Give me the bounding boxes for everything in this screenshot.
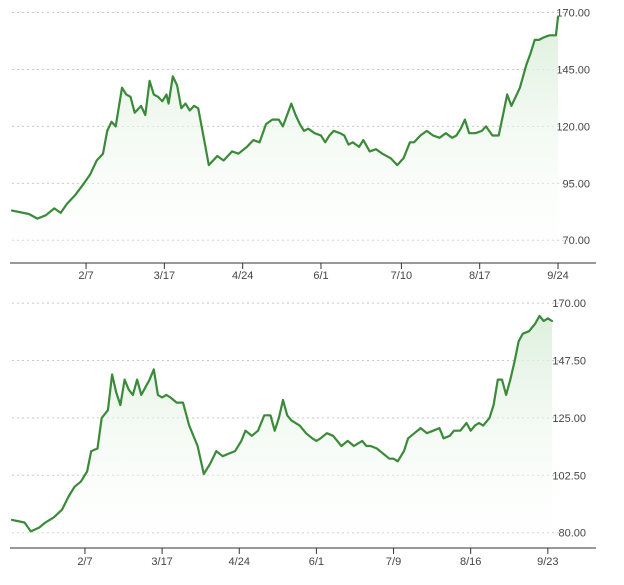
x-tick-label: 8/17 [469, 270, 490, 282]
y-tick-label: 170.00 [552, 298, 586, 310]
y-tick-label: 170.00 [556, 8, 590, 20]
y-tick-label: 70.00 [562, 235, 590, 247]
x-tick-label: 3/17 [151, 556, 172, 568]
y-tick-label: 95.00 [562, 178, 590, 190]
series-area [12, 17, 558, 263]
x-tick-label: 6/1 [313, 270, 328, 282]
x-tick-label: 4/24 [229, 556, 250, 568]
x-tick-label: 3/17 [154, 270, 175, 282]
x-tick-label: 7/10 [391, 270, 412, 282]
y-tick-label: 80.00 [558, 528, 586, 540]
series-line [10, 16, 560, 220]
y-tick-label: 147.50 [552, 356, 586, 368]
price-chart-bottom: 170.00 147.50 125.00 102.50 80.00 2/7 3/17 4/24… [10, 298, 596, 568]
y-tick-label: 120.00 [556, 121, 590, 133]
series-line [10, 314, 554, 533]
x-tick-label: 9/23 [537, 556, 558, 568]
y-tick-label: 125.00 [552, 413, 586, 425]
x-tick-label: 2/7 [78, 270, 93, 282]
series-area [12, 315, 552, 548]
x-tick-label: 4/24 [232, 270, 253, 282]
price-chart-top: 170.00 145.00 120.00 95.00 70.00 2/7 3/17 4/24 6… [10, 8, 596, 282]
x-tick-label: 9/24 [547, 270, 568, 282]
x-tick-label: 6/1 [309, 556, 324, 568]
x-tick-label: 2/7 [77, 556, 92, 568]
y-tick-label: 145.00 [556, 64, 590, 76]
x-tick-label: 8/16 [460, 556, 481, 568]
y-tick-label: 102.50 [552, 470, 586, 482]
x-tick-label: 7/9 [386, 556, 401, 568]
